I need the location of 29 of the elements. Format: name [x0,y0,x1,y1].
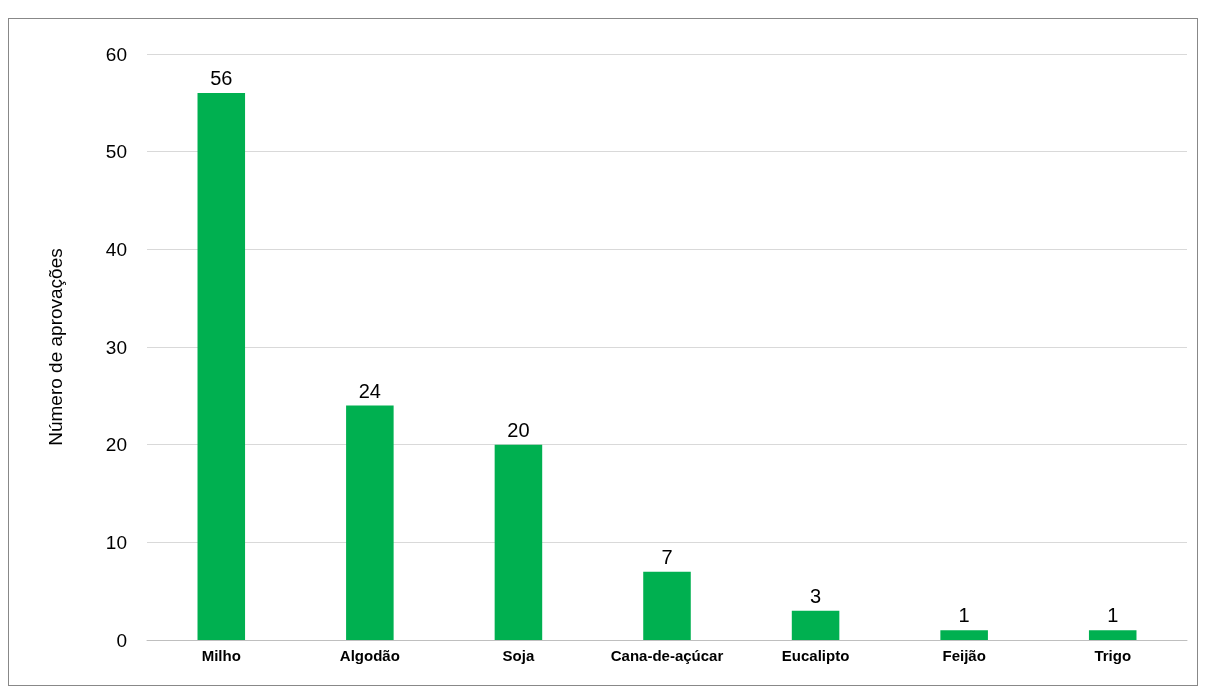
data-label: 56 [210,67,233,90]
bar [940,630,988,640]
y-tick-label: 50 [105,141,127,163]
x-tick-label: Milho [201,647,241,664]
x-tick-label: Cana-de-açúcar [610,647,724,664]
data-label: 20 [507,418,530,441]
y-tick-label: 30 [105,336,127,358]
data-label: 24 [358,379,381,402]
bar [494,444,543,640]
bar [643,571,691,640]
y-tick-label: 10 [105,531,127,553]
y-tick-label: 0 [116,629,127,651]
bar [1088,630,1137,640]
bar [346,405,394,640]
y-tick-label: 20 [105,434,127,456]
x-tick-label: Feijão [942,647,986,664]
data-label: 7 [661,545,673,568]
x-tick-label: Eucalipto [781,647,850,664]
y-tick-label: 60 [105,43,127,65]
y-axis-title: Número de aprovações [45,248,66,446]
data-label: 3 [810,584,822,607]
bar [791,610,840,640]
x-tick-label: Algodão [339,647,400,664]
bar [197,93,246,640]
y-tick-label: 40 [105,238,127,260]
x-tick-label: Trigo [1094,647,1132,664]
data-label: 1 [1107,604,1119,627]
x-tick-label: Soja [502,647,535,664]
data-label: 1 [958,604,970,627]
